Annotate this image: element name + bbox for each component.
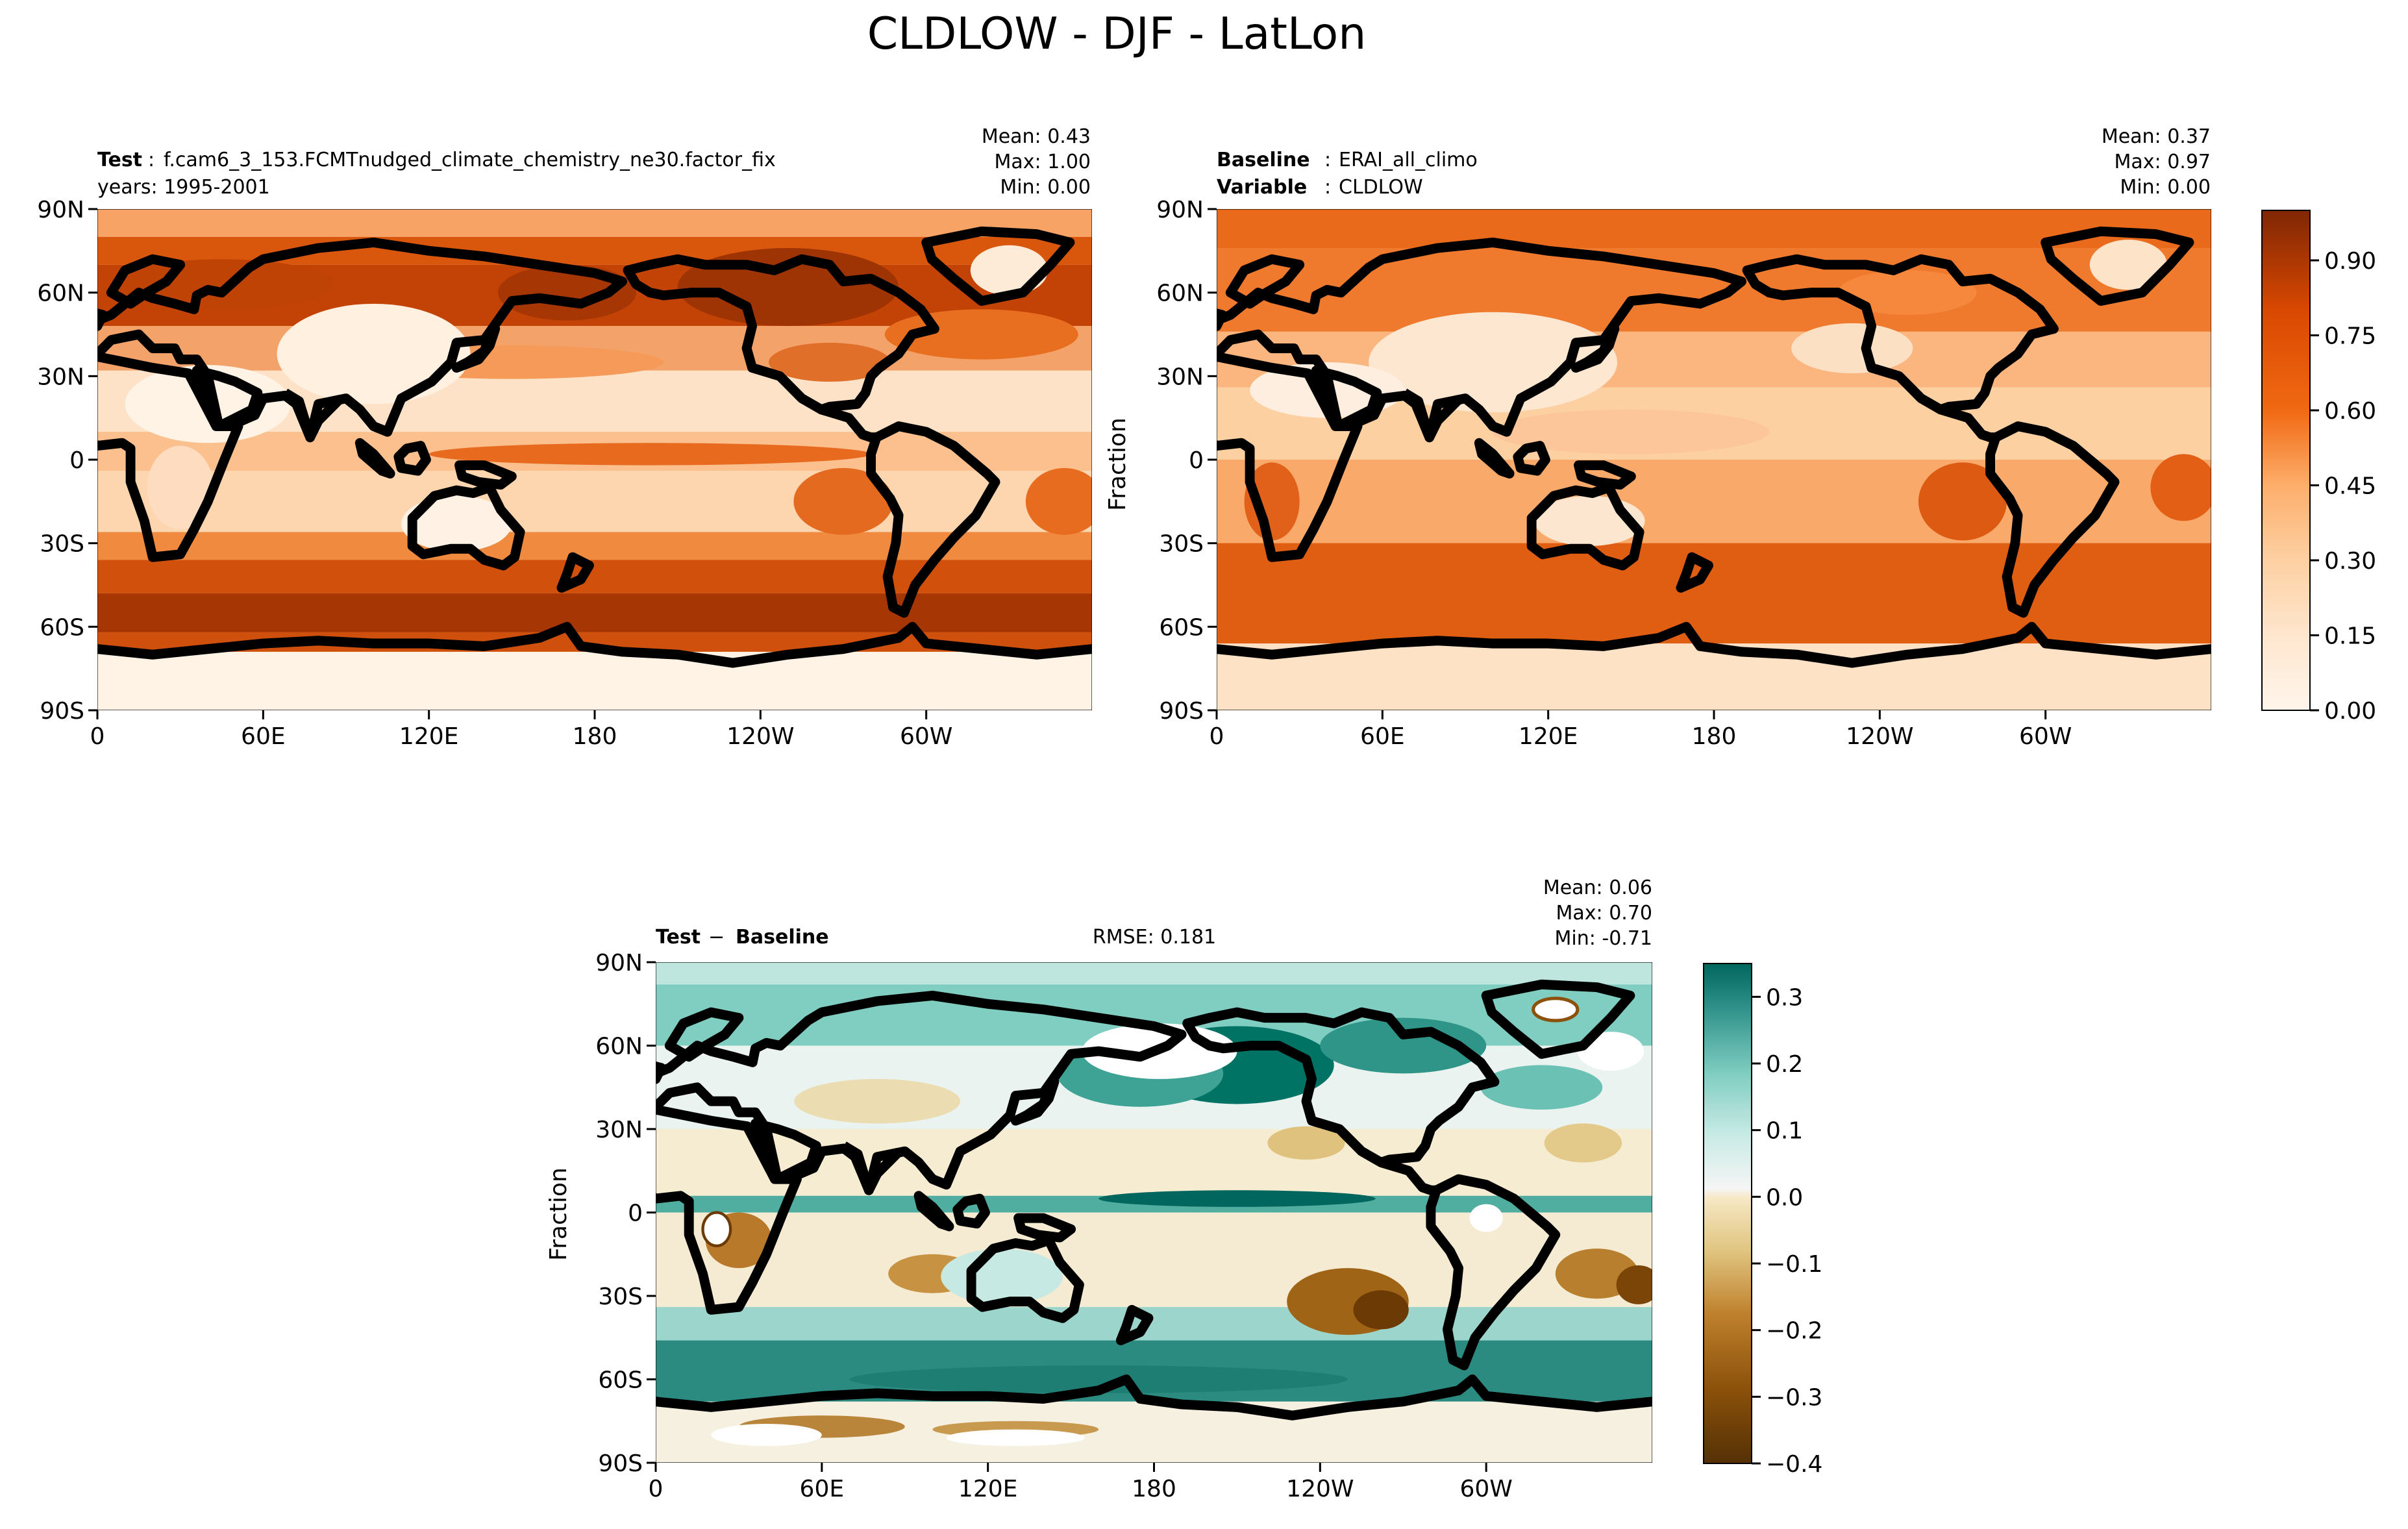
test-xtick-label: 180 xyxy=(573,723,617,750)
baseline-ytick-label: 0 xyxy=(1189,447,1204,474)
diff-ytick-label: 90S xyxy=(598,1450,643,1477)
baseline-ytick-label: 90S xyxy=(1159,698,1204,725)
test-years: years: 1995-2001 xyxy=(97,176,270,199)
test-ytick-label: 90S xyxy=(40,698,84,725)
diff-cbar-label: −0.1 xyxy=(1766,1251,1822,1278)
test-ytick-label: 30N xyxy=(37,364,84,390)
diff-xtick-label: 60W xyxy=(1459,1476,1512,1502)
baseline-xtick-label: 60E xyxy=(1360,723,1405,750)
test-stat-mean: Mean: 0.43 xyxy=(982,125,1091,148)
difference-map xyxy=(656,962,1652,1463)
diff-cbar-label: 0.0 xyxy=(1766,1184,1803,1211)
baseline-cbar-label: 0.90 xyxy=(2324,248,2376,275)
baseline-ylabel: Fraction xyxy=(1104,417,1131,511)
diff-cbar-label: 0.2 xyxy=(1766,1051,1803,1078)
baseline-stat-mean: Mean: 0.37 xyxy=(2102,125,2211,148)
baseline-ytick-label: 90N xyxy=(1156,197,1204,223)
baseline-cbar-label: 0.00 xyxy=(2324,698,2376,725)
baseline-axes: 0 60E 120E 180 120W 60W 90N 60N 30N 0 30S 60S 90S xyxy=(1156,197,2072,750)
diff-ylabel: Fraction xyxy=(545,1167,572,1261)
diff-stat-mean: Mean: 0.06 xyxy=(1543,876,1652,899)
diff-xtick-label: 60E xyxy=(800,1476,845,1502)
baseline-xtick-label: 120E xyxy=(1519,723,1578,750)
diff-cbar-label: −0.3 xyxy=(1766,1384,1822,1411)
baseline-case: ERAI_all_climo xyxy=(1339,149,1478,171)
baseline-ytick-label: 60S xyxy=(1159,614,1204,641)
test-label: Test xyxy=(97,149,142,171)
diff-ytick-label: 0 xyxy=(628,1200,643,1227)
variable-name: CLDLOW xyxy=(1339,176,1423,199)
test-ytick-label: 60N xyxy=(37,280,84,307)
test-stat-min: Min: 0.00 xyxy=(1000,176,1091,199)
baseline-xtick-label: 120W xyxy=(1846,723,1913,750)
baseline-cbar-label: 0.30 xyxy=(2324,548,2376,575)
panel-baseline: Baseline : ERAI_all_climo Variable : CLD… xyxy=(1104,125,2376,750)
diff-xtick-label: 180 xyxy=(1132,1476,1176,1502)
test-case: f.cam6_3_153.FCMTnudged_climate_chemistr… xyxy=(164,149,776,171)
diff-xtick-label: 0 xyxy=(649,1476,664,1502)
baseline-xtick-label: 0 xyxy=(1210,723,1224,750)
test-ytick-label: 0 xyxy=(69,447,84,474)
baseline-stat-max: Max: 0.97 xyxy=(2115,151,2211,173)
variable-label: Variable xyxy=(1217,176,1307,199)
diff-xtick-label: 120W xyxy=(1286,1476,1354,1502)
diff-cbar-label: 0.3 xyxy=(1766,984,1803,1011)
test-ytick-label: 90N xyxy=(37,197,84,223)
baseline-ytick-label: 60N xyxy=(1156,280,1204,307)
test-map xyxy=(97,209,1092,710)
diff-cbar-label: −0.4 xyxy=(1766,1451,1822,1478)
panel-difference: Test − Baseline RMSE: 0.181 Mean: 0.06 M… xyxy=(545,876,1822,1502)
baseline-ytick-label: 30N xyxy=(1156,364,1204,390)
baseline-cbar-label: 0.60 xyxy=(2324,398,2376,425)
baseline-label: Baseline xyxy=(1217,149,1310,171)
diff-stat-min: Min: -0.71 xyxy=(1555,927,1653,950)
difference-axes: 0 60E 120E 180 120W 60W 90N 60N 30N 0 30S 60S 90S xyxy=(595,950,1513,1502)
diff-xtick-label: 120E xyxy=(958,1476,1017,1502)
variable-label-sep: : xyxy=(1324,176,1331,199)
baseline-cbar-label: 0.15 xyxy=(2324,623,2376,650)
baseline-ytick-label: 30S xyxy=(1159,531,1204,558)
test-stat-max: Max: 1.00 xyxy=(995,151,1091,173)
diff-ytick-label: 90N xyxy=(595,950,643,976)
baseline-xtick-label: 180 xyxy=(1692,723,1737,750)
diff-ytick-label: 30N xyxy=(595,1117,643,1143)
diff-cbar-label: 0.1 xyxy=(1766,1118,1803,1145)
test-xtick-label: 60W xyxy=(900,723,952,750)
panel-test: Test : f.cam6_3_153.FCMTnudged_climate_c… xyxy=(37,125,1092,750)
baseline-map xyxy=(1217,209,2211,710)
test-ytick-label: 60S xyxy=(40,614,84,641)
baseline-stat-min: Min: 0.00 xyxy=(2120,176,2211,199)
test-axes: 0 60E 120E 180 120W 60W 90N 60N 30N 0 30S 60S 90S xyxy=(37,197,952,750)
difference-colorbar: 0.3 0.2 0.1 0.0 −0.1 −0.2 −0.3 −0.4 xyxy=(1703,963,1822,1478)
test-xtick-label: 60E xyxy=(241,723,286,750)
diff-rmse: RMSE: 0.181 xyxy=(1093,926,1216,949)
test-xtick-label: 0 xyxy=(90,723,105,750)
baseline-xtick-label: 60W xyxy=(2019,723,2072,750)
figure-title: CLDLOW - DJF - LatLon xyxy=(867,8,1367,60)
test-xtick-label: 120E xyxy=(399,723,458,750)
diff-label-test: Test xyxy=(656,926,701,949)
diff-ytick-label: 60S xyxy=(598,1367,643,1394)
diff-label-baseline: Baseline xyxy=(736,926,829,949)
diff-cbar-label: −0.2 xyxy=(1766,1318,1822,1345)
test-label-sep: : xyxy=(148,149,155,171)
diff-ytick-label: 30S xyxy=(598,1284,643,1310)
diff-stat-max: Max: 0.70 xyxy=(1556,902,1652,925)
test-xtick-label: 120W xyxy=(726,723,794,750)
baseline-label-sep: : xyxy=(1324,149,1331,171)
baseline-cbar-label: 0.45 xyxy=(2324,473,2376,500)
baseline-cbar-label: 0.75 xyxy=(2324,323,2376,350)
diff-label-minus: − xyxy=(708,926,725,949)
baseline-colorbar: 0.00 0.15 0.30 0.45 0.60 0.75 0.90 xyxy=(2261,210,2376,725)
test-ytick-label: 30S xyxy=(40,531,84,558)
diff-ytick-label: 60N xyxy=(595,1034,643,1060)
